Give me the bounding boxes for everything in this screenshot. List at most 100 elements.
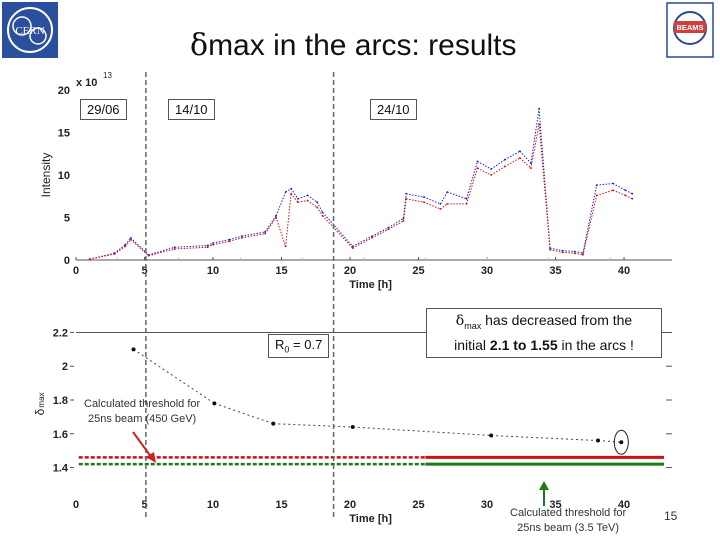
- p1-series-segment-red: [490, 166, 506, 176]
- p1-x-tick-label: 15: [275, 265, 287, 277]
- p1-y-tick-label: 0: [64, 255, 70, 267]
- p1-series-segment-blue: [490, 159, 506, 170]
- p2-x-axis-label: Time [h]: [349, 513, 392, 525]
- p1-series-segment-red: [124, 239, 132, 247]
- p1-series-segment-red: [504, 157, 521, 167]
- p1-series-segment-blue: [538, 108, 551, 249]
- p1-series-segment-red: [406, 198, 425, 203]
- p2-trend-segment: [133, 348, 215, 404]
- p2-trend-segment: [597, 440, 622, 443]
- p2-data-point: [596, 438, 601, 443]
- p2-data-point: [212, 401, 217, 406]
- p1-series-segment-blue: [582, 185, 598, 254]
- p1-x-tick-label: 40: [618, 265, 630, 277]
- date-label-2: 14/10: [168, 99, 215, 120]
- p1-series-segment-red: [290, 193, 299, 203]
- p1-series-segment-blue: [423, 196, 441, 205]
- p2-trend-segment: [273, 423, 353, 428]
- p1-x-axis-label: Time [h]: [349, 279, 392, 291]
- title-text: max in the arcs: results: [208, 29, 517, 62]
- note-to: to: [509, 336, 531, 353]
- p1-series-segment-red: [264, 217, 277, 234]
- threshold-right-line2: 25ns beam (3.5 TeV): [517, 522, 620, 534]
- p1-series-segment-blue: [229, 235, 242, 241]
- p1-series-segment-red: [530, 123, 540, 169]
- p1-series-segment-blue: [148, 246, 175, 256]
- p1-series-segment-blue: [519, 150, 532, 164]
- p1-x-tick-label: 20: [344, 265, 356, 277]
- date-label-1: 29/06: [80, 99, 127, 120]
- note-line2-post: in the arcs !: [557, 336, 634, 353]
- arrow-left-head: [146, 452, 156, 463]
- p2-y-tick-label: 1.4: [53, 463, 69, 475]
- p1-y-axis-label: Intensity: [39, 153, 53, 198]
- p2-x-tick-label: 40: [618, 499, 630, 511]
- p2-data-point: [131, 347, 136, 352]
- p1-series-segment-blue: [114, 244, 126, 254]
- p1-x-tick-label: 0: [73, 265, 79, 277]
- p1-series-segment-blue: [466, 161, 478, 199]
- p1-series-segment-blue: [596, 183, 614, 186]
- p1-series-segment-red: [371, 228, 389, 239]
- p1-series-segment-red: [89, 253, 115, 260]
- p2-y-axis-label-sub: max: [37, 392, 46, 407]
- p2-y-tick-label: 2.2: [53, 327, 68, 339]
- p1-series-segment-blue: [130, 237, 149, 256]
- p1-y-tick-label: 15: [58, 128, 70, 140]
- note-sub: max: [464, 320, 482, 331]
- p2-x-tick-label: 20: [344, 499, 356, 511]
- p1-y-multiplier: x 10: [76, 77, 97, 89]
- p1-series-segment-red: [322, 215, 354, 249]
- threshold-left-line1: Calculated threshold for: [84, 398, 201, 410]
- p2-trend-segment: [491, 434, 599, 442]
- p1-series-segment-blue: [477, 160, 492, 170]
- p2-data-point: [619, 440, 624, 445]
- p1-series-segment-blue: [504, 150, 521, 161]
- p1-series-point-red: [631, 197, 634, 200]
- p1-series-segment-blue: [307, 194, 318, 203]
- p1-series-segment-blue: [174, 245, 208, 248]
- beams-logo: BEAMS: [666, 2, 714, 58]
- p2-y-axis-label: δ: [33, 408, 47, 415]
- p1-series-segment-red: [207, 244, 214, 248]
- p1-series-segment-blue: [371, 227, 389, 237]
- r0-value: = 0.7: [289, 337, 323, 352]
- p1-series-segment-red: [538, 123, 551, 250]
- arrow-right-head: [539, 481, 549, 490]
- p2-data-point: [489, 433, 494, 438]
- p2-x-tick-label: 0: [73, 499, 79, 511]
- p1-series-segment-red: [275, 217, 287, 247]
- note-symbol: δ: [455, 313, 465, 329]
- p2-y-tick-label: 1.8: [53, 395, 68, 407]
- p1-series-segment-blue: [264, 215, 277, 233]
- svg-text:CERN: CERN: [15, 25, 44, 37]
- p1-y-tick-label: 5: [64, 213, 70, 225]
- p1-series-segment-red: [625, 194, 633, 200]
- slide-title: δmax in the arcs: results: [190, 28, 517, 63]
- p1-x-tick-label: 5: [141, 265, 147, 277]
- p1-x-tick-label: 30: [481, 265, 493, 277]
- r0-symbol: R: [275, 337, 285, 352]
- p1-series-segment-blue: [625, 189, 633, 195]
- p2-x-tick-label: 25: [412, 499, 424, 511]
- p1-series-segment-blue: [212, 239, 230, 244]
- threshold-label-450gev: Calculated threshold for 25ns beam (450 …: [84, 397, 200, 427]
- p2-x-tick-label: 30: [481, 499, 493, 511]
- note-final-value: 1.55: [530, 336, 558, 353]
- p1-series-segment-red: [402, 198, 407, 221]
- p1-series-segment-blue: [275, 191, 287, 216]
- p1-series-segment-red: [612, 189, 626, 196]
- p1-series-segment-blue: [322, 212, 354, 247]
- threshold-right-line1: Calculated threshold for: [510, 507, 627, 519]
- p1-series-segment-blue: [549, 247, 563, 252]
- p1-series-segment-blue: [440, 191, 448, 205]
- p1-series-segment-blue: [406, 193, 425, 198]
- p1-series-segment-red: [229, 237, 242, 242]
- p1-series-segment-red: [466, 168, 478, 205]
- p1-series-segment-blue: [285, 188, 292, 193]
- p1-x-tick-label: 35: [549, 265, 561, 277]
- p1-series-segment-red: [297, 200, 308, 203]
- p1-series-point-blue: [631, 192, 634, 195]
- p1-series-segment-blue: [124, 237, 132, 246]
- p1-series-segment-blue: [612, 183, 626, 191]
